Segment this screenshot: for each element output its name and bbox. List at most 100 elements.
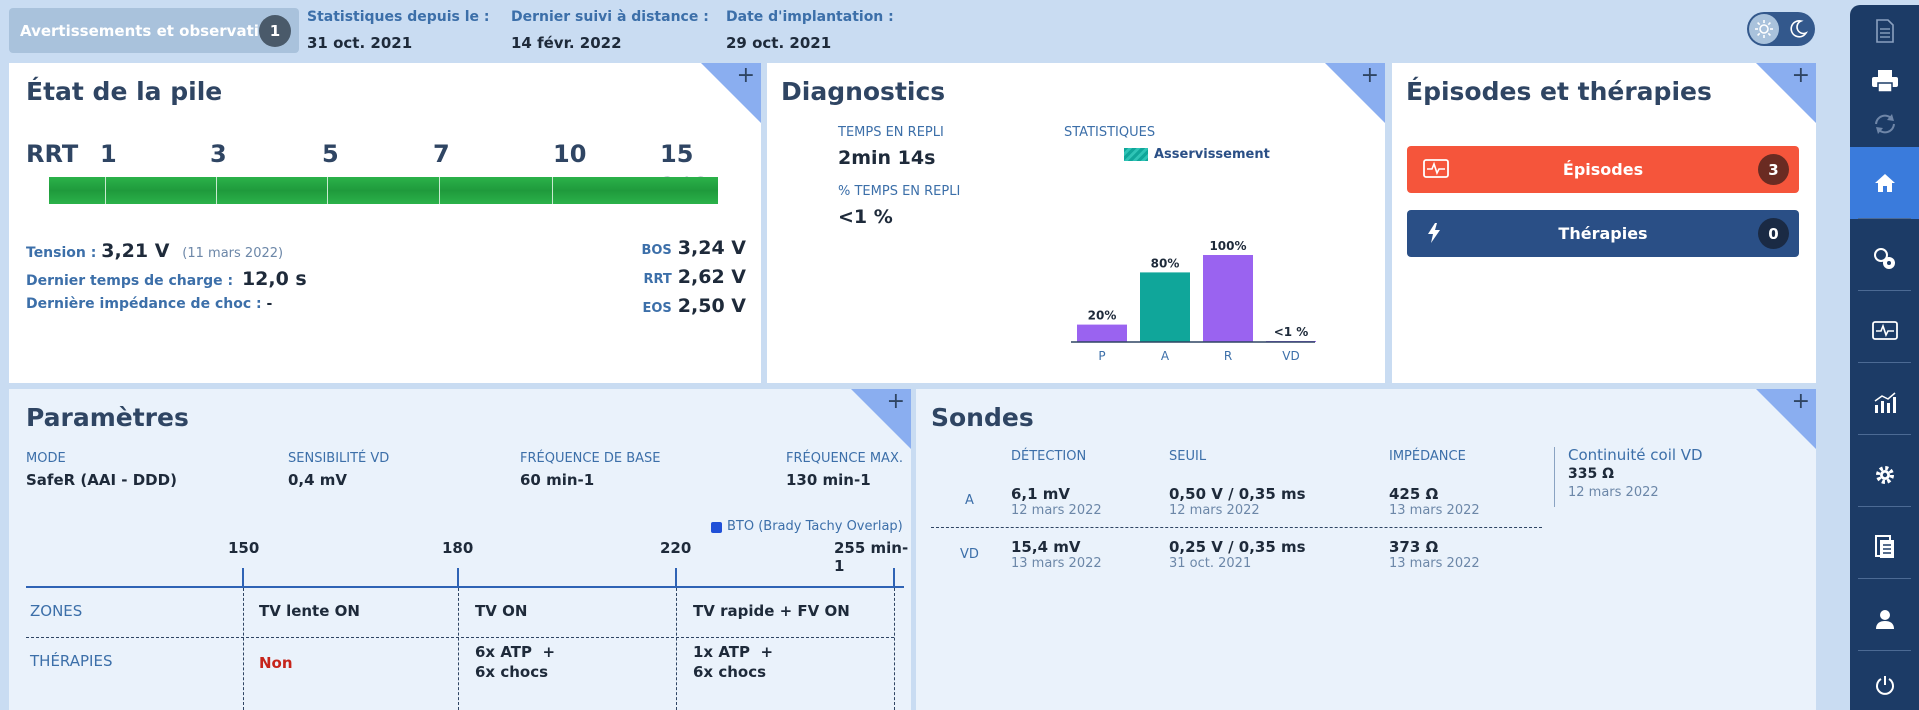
rrt-value: 2,62 V bbox=[677, 266, 746, 288]
theme-toggle[interactable] bbox=[1747, 12, 1815, 46]
zone-fast-vt-vf: TV rapide + FV ON bbox=[693, 602, 850, 620]
panel-corner bbox=[1756, 63, 1816, 123]
bar-value-label: <1 % bbox=[1274, 325, 1309, 339]
stats-since: Statistiques depuis le : 31 oct. 2021 bbox=[307, 9, 490, 52]
scale-tick-label: 3 bbox=[210, 140, 227, 168]
bar-R bbox=[1203, 255, 1253, 342]
lead-impedance-date: 13 mars 2022 bbox=[1389, 556, 1480, 571]
lead-threshold-value: 0,50 V / 0,35 ms bbox=[1169, 485, 1306, 503]
expand-plus-icon[interactable]: + bbox=[1791, 63, 1810, 88]
home-icon[interactable] bbox=[1850, 147, 1919, 219]
top-bar: Avertissements et observations 1 Statist… bbox=[0, 0, 1845, 60]
statistics-icon[interactable] bbox=[1850, 367, 1919, 439]
charge-time-label: Dernier temps de charge : bbox=[26, 273, 234, 289]
right-sidebar bbox=[1850, 5, 1919, 710]
shock-impedance-label: Dernière impédance de choc : bbox=[26, 296, 262, 312]
scale-tick bbox=[242, 568, 244, 587]
implant-date-value: 29 oct. 2021 bbox=[726, 34, 832, 52]
statistics-bar-chart: 20% P 80% A 100% R <1 % VD bbox=[1071, 239, 1316, 363]
therapies-count-badge: 0 bbox=[1758, 218, 1789, 249]
bos-label: BOS bbox=[641, 243, 672, 258]
lead-detection-value: 15,4 mV bbox=[1011, 538, 1081, 556]
therapies-button[interactable]: Thérapies 0 bbox=[1407, 210, 1799, 257]
lead-impedance-value: 425 Ω bbox=[1389, 485, 1439, 503]
bar-value-label: 80% bbox=[1151, 256, 1180, 270]
history-icon[interactable] bbox=[1850, 511, 1919, 583]
max-rate-value: 130 min-1 bbox=[786, 471, 871, 489]
tension-value: 3,21 V bbox=[101, 240, 170, 262]
lead-detection-date: 12 mars 2022 bbox=[1011, 503, 1102, 518]
bos-row: BOS 3,24 V bbox=[641, 237, 746, 259]
ecg-monitor-icon bbox=[1423, 158, 1449, 184]
print-icon[interactable] bbox=[1850, 55, 1919, 107]
lead-row-name: VD bbox=[960, 547, 979, 562]
zones-header: ZONES bbox=[30, 602, 83, 620]
expand-plus-icon[interactable]: + bbox=[886, 389, 905, 414]
scale-tick bbox=[675, 568, 677, 587]
base-rate-label: FRÉQUENCE DE BASE bbox=[520, 451, 661, 466]
warnings-count-badge: 1 bbox=[259, 15, 291, 47]
expand-plus-icon[interactable]: + bbox=[1791, 389, 1810, 414]
sync-icon[interactable] bbox=[1850, 100, 1919, 148]
lead-impedance-date: 13 mars 2022 bbox=[1389, 503, 1480, 518]
episodes-label: Épisodes bbox=[1562, 160, 1644, 179]
category-label: R bbox=[1224, 349, 1232, 363]
bto-legend-swatch bbox=[711, 522, 722, 533]
power-icon[interactable] bbox=[1850, 655, 1919, 710]
legend-label: Asservissement bbox=[1154, 147, 1270, 162]
max-rate-label: FRÉQUENCE MAX. bbox=[786, 451, 903, 466]
impedance-header: IMPÉDANCE bbox=[1389, 449, 1466, 464]
scale-tick-label: 255 min-1 bbox=[834, 539, 909, 575]
therapy-slow-vt: Non bbox=[259, 654, 293, 672]
battery-panel: État de la pile + RRT 1 3 5 7 10 15 ans … bbox=[9, 63, 761, 383]
bar-value-label: 20% bbox=[1088, 309, 1117, 323]
report-icon[interactable] bbox=[1850, 5, 1919, 57]
episodes-icon[interactable] bbox=[1850, 295, 1919, 367]
coil-date: 12 mars 2022 bbox=[1568, 485, 1659, 500]
stats-label: STATISTIQUES bbox=[1064, 125, 1156, 140]
panel-corner bbox=[701, 63, 761, 123]
fallback-time-value: 2min 14s bbox=[838, 147, 936, 169]
expand-plus-icon[interactable]: + bbox=[1360, 63, 1379, 88]
category-label: VD bbox=[1282, 349, 1299, 363]
tension-row: Tension : 3,21 V (11 mars 2022) bbox=[26, 240, 283, 262]
zone-vt: TV ON bbox=[475, 602, 528, 620]
therapies-label: Thérapies bbox=[1558, 224, 1648, 243]
diagnostics-panel: Diagnostics + TEMPS EN REPLI 2min 14s % … bbox=[767, 63, 1385, 383]
scale-tick-label: 1 bbox=[100, 140, 117, 168]
moon-icon[interactable] bbox=[1785, 16, 1811, 42]
battery-scale: RRT 1 3 5 7 10 15 ans bbox=[26, 140, 746, 196]
implant-date-label: Date d'implantation : bbox=[726, 9, 894, 25]
warnings-label: Avertissements et observations bbox=[20, 21, 289, 40]
scale-tick bbox=[893, 568, 895, 587]
threshold-header: SEUIL bbox=[1169, 449, 1207, 464]
scale-tick-label: 7 bbox=[433, 140, 450, 168]
charge-time-row: Dernier temps de charge : 12,0 s bbox=[26, 268, 307, 290]
leads-title: Sondes bbox=[931, 403, 1034, 432]
scale-tick-label: 180 bbox=[442, 539, 474, 557]
warnings-button[interactable]: Avertissements et observations 1 bbox=[9, 8, 299, 53]
vd-sensitivity-label: SENSIBILITÉ VD bbox=[288, 451, 390, 466]
scale-tick-label: 5 bbox=[322, 140, 339, 168]
shock-impedance-row: Dernière impédance de choc : - bbox=[26, 296, 272, 312]
fallback-pct-label: % TEMPS EN REPLI bbox=[838, 184, 961, 199]
sun-icon[interactable] bbox=[1749, 14, 1779, 44]
scale-tick-label: 10 bbox=[553, 140, 587, 168]
leads-icon[interactable] bbox=[1850, 223, 1919, 295]
settings-icon[interactable] bbox=[1850, 439, 1919, 511]
detection-header: DÉTECTION bbox=[1011, 449, 1087, 464]
user-icon[interactable] bbox=[1850, 583, 1919, 655]
base-rate-value: 60 min-1 bbox=[520, 471, 595, 489]
episodes-panel: Épisodes et thérapies + Épisodes 3 Théra… bbox=[1392, 63, 1816, 383]
lead-impedance-value: 373 Ω bbox=[1389, 538, 1439, 556]
mode-value: SafeR (AAI - DDD) bbox=[26, 471, 177, 489]
episodes-button[interactable]: Épisodes 3 bbox=[1407, 146, 1799, 193]
eos-row: EOS 2,50 V bbox=[643, 295, 747, 317]
episodes-title: Épisodes et thérapies bbox=[1406, 77, 1712, 106]
bar-A bbox=[1140, 272, 1190, 342]
episodes-count-badge: 3 bbox=[1758, 154, 1789, 185]
legend-swatch bbox=[1124, 148, 1148, 161]
therapies-header: THÉRAPIES bbox=[30, 652, 113, 670]
bar-value-label: 100% bbox=[1209, 239, 1246, 253]
expand-plus-icon[interactable]: + bbox=[736, 63, 755, 88]
